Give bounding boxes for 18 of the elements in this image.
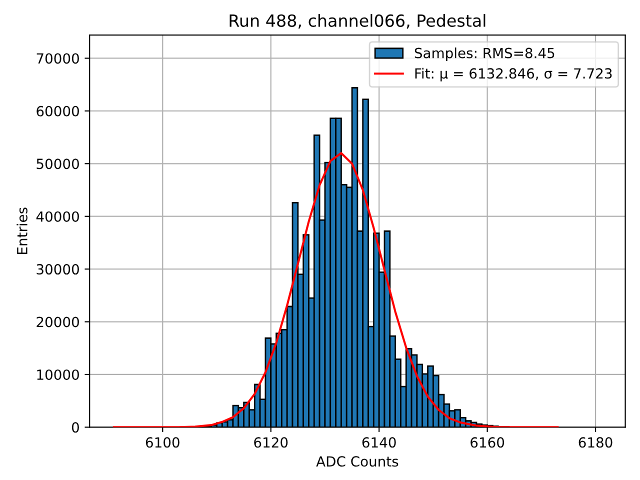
y-tick-label: 10000 [37,369,79,380]
y-tick-label: 40000 [36,211,79,222]
y-tick-label: 20000 [36,316,79,328]
y-tick-label: 50000 [36,158,79,170]
x-axis-title: ADC Counts [316,456,398,467]
legend-label: Fit: μ = 6132.846, σ = 7.723 [415,68,612,82]
x-tick-label: 6160 [470,437,504,448]
x-tick-label: 6120 [254,437,288,448]
x-tick-label: 6100 [146,437,180,448]
x-tick-label: 6180 [578,437,612,448]
x-tick-label: 6140 [362,437,396,448]
legend-label: Samples: RMS=8.45 [414,48,554,61]
chart-title: Run 488, channel066, Pedestal [230,14,486,29]
y-axis-title: Entries [16,208,28,254]
y-tick-label: 60000 [36,106,79,116]
y-tick-label: 70000 [36,53,79,64]
y-tick-label: 30000 [36,264,79,275]
y-tick-label: 0 [72,422,79,433]
